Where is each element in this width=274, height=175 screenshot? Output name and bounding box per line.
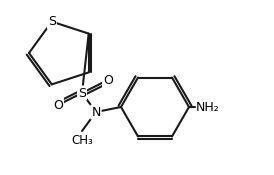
Text: O: O: [53, 99, 63, 111]
Text: NH₂: NH₂: [196, 100, 220, 114]
Text: S: S: [48, 15, 56, 28]
Text: O: O: [103, 74, 113, 86]
Text: N: N: [91, 106, 101, 118]
Text: CH₃: CH₃: [71, 134, 93, 147]
Text: S: S: [78, 86, 86, 100]
